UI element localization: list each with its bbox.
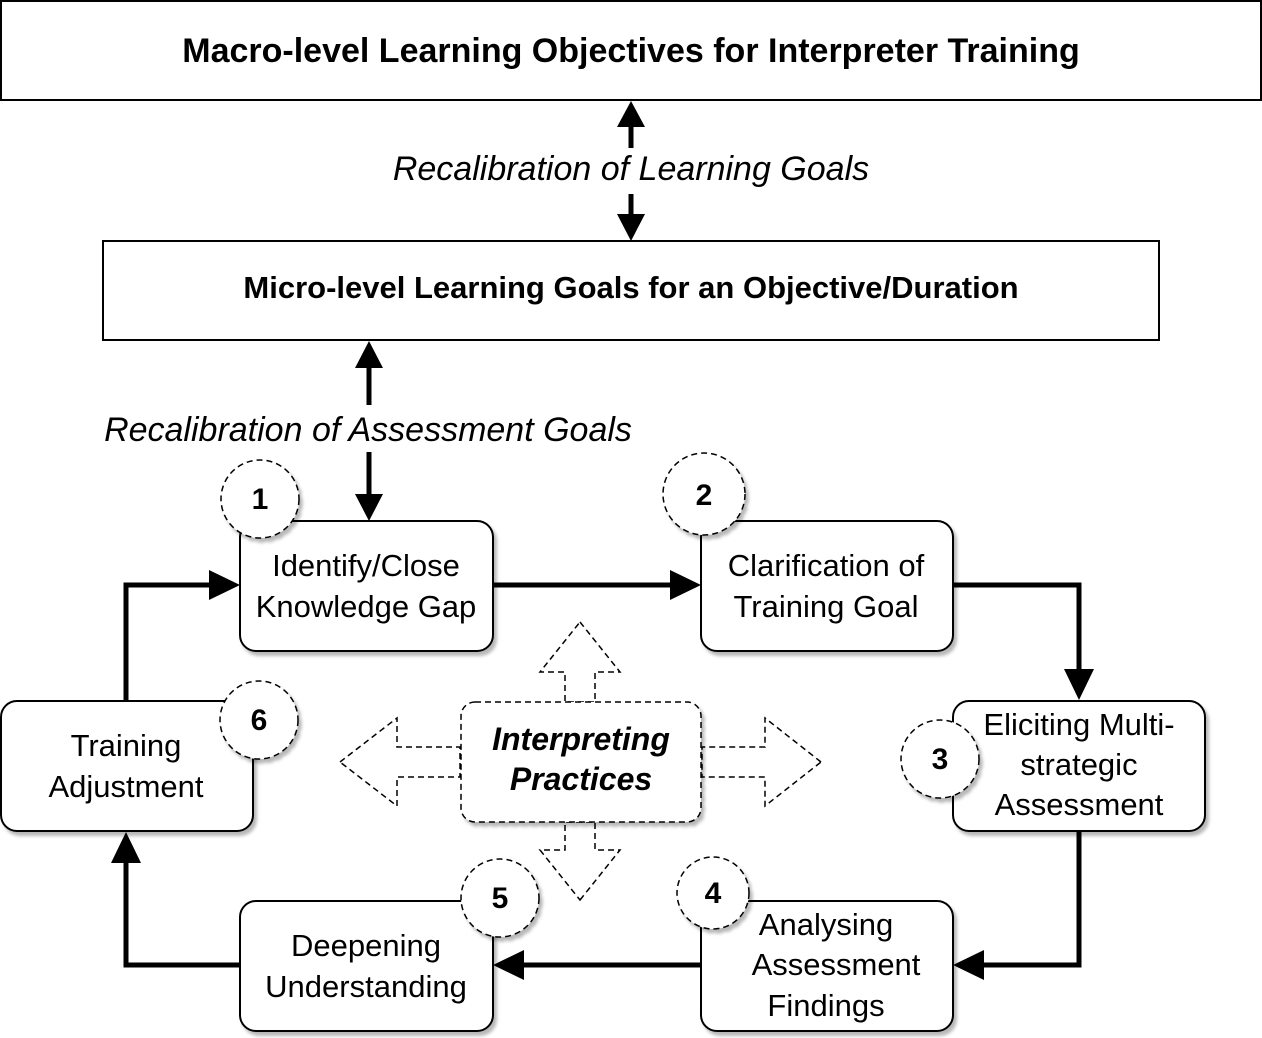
step-3-badge: 3: [900, 719, 980, 799]
step-6-node: Training Adjustment: [0, 700, 254, 832]
step-2-line1: Clarification of: [728, 548, 925, 583]
center-dashed-arrows: [338, 620, 823, 902]
step-5-line1: Deepening: [291, 928, 441, 963]
step-6-number: 6: [251, 704, 268, 737]
assessment-recalibration-label: Recalibration of Assessment Goals: [104, 411, 632, 449]
step-3-line2: strategic: [1020, 747, 1137, 782]
step-6-line2: Adjustment: [48, 769, 203, 804]
step-3-line3: Assessment: [995, 787, 1164, 822]
step-2-number: 2: [696, 479, 713, 512]
cycle-arrowheads: [111, 570, 1094, 980]
step-3-number: 3: [932, 743, 949, 776]
step-4-node: Analysing Assessment Findings: [700, 900, 954, 1032]
learning-recalibration-arrow: [617, 101, 645, 241]
step-1-line1: Identify/Close: [272, 548, 460, 583]
step-4-line3: Findings: [767, 988, 884, 1023]
step-6-line1: Training: [71, 728, 182, 763]
step-2-line2: Training Goal: [734, 589, 919, 624]
center-label-line2: Practices: [510, 761, 652, 797]
step-1-node: Identify/Close Knowledge Gap: [239, 520, 494, 652]
cycle-arrows: [123, 582, 1082, 968]
macro-objectives-box: Macro-level Learning Objectives for Inte…: [0, 0, 1262, 101]
learning-recalibration-label: Recalibration of Learning Goals: [393, 150, 869, 188]
step-3-line1: Eliciting Multi-: [983, 707, 1174, 742]
step-4-badge: 4: [676, 856, 750, 930]
micro-goals-box: Micro-level Learning Goals for an Object…: [102, 240, 1160, 341]
step-1-line2: Knowledge Gap: [256, 589, 477, 624]
step-5-badge: 5: [460, 858, 540, 938]
step-4-number: 4: [705, 877, 722, 910]
step-2-badge: 2: [662, 452, 746, 536]
step-4-line2: Assessment: [752, 947, 921, 982]
step-1-number: 1: [252, 483, 269, 516]
step-4-line1: Analysing: [759, 907, 893, 942]
step-5-node: Deepening Understanding: [239, 900, 494, 1032]
center-label-line1: Interpreting: [492, 721, 670, 757]
assessment-recalibration-arrow: [355, 341, 383, 521]
step-5-line2: Understanding: [265, 969, 467, 1004]
step-2-node: Clarification of Training Goal: [700, 520, 954, 652]
step-5-number: 5: [492, 882, 509, 915]
micro-goals-label: Micro-level Learning Goals for an Object…: [243, 270, 1018, 305]
step-1-badge: 1: [220, 459, 300, 539]
macro-objectives-label: Macro-level Learning Objectives for Inte…: [182, 32, 1079, 70]
interpreting-practices-box: Interpreting Practices: [460, 701, 702, 823]
step-3-node: Eliciting Multi- strategic Assessment: [952, 700, 1206, 832]
step-6-badge: 6: [219, 680, 299, 760]
